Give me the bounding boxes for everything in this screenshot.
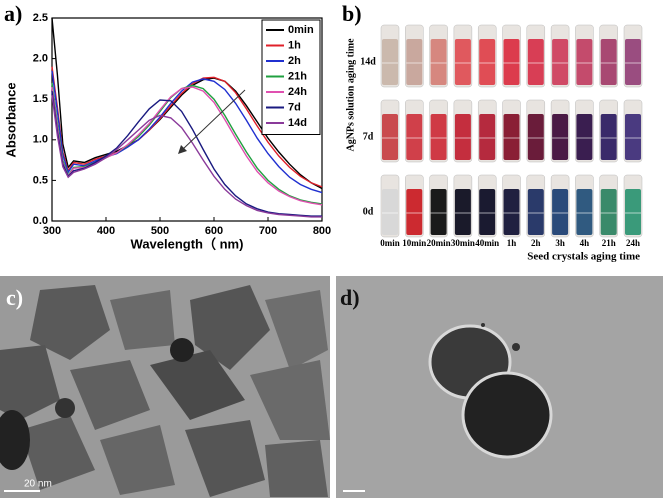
plot: 300 400 500 600 700 800 0.0 0.5 1.0 1.5 2.0 2.5 0min… [33,12,331,237]
vial-grid: 14d 7d 0d 0min 10min 20min 30min 40min 1h 2h 3h 4h 2… [360,24,643,248]
arrow-head [178,145,187,154]
column-label: 2h [531,238,541,248]
vial-solution [382,114,398,160]
y-tick-label: 0.5 [33,174,48,186]
column-label: 3h [555,238,565,248]
x-axis-title: Wavelength（ nm) [131,236,244,251]
column-label: 4h [580,238,590,248]
plot-frame [51,17,323,222]
x-axis-title: Seed crystals aging time [527,251,640,263]
panel-label: d) [340,285,360,310]
vial-solution [454,189,471,235]
row-label: 14d [360,56,376,67]
row-label: 0d [363,206,374,217]
x-tick-label: 600 [205,225,223,237]
column-label: 0min [380,238,400,248]
row-label: 7d [363,131,374,142]
scale-bar-label: 20 nm [24,479,52,490]
y-tick-label: 1.5 [33,93,48,105]
tem-image-d [336,276,663,498]
tem-image-c [0,276,330,498]
vial-solution [527,39,544,85]
vial-solution [576,189,593,235]
vial-solution [503,114,520,160]
x-tick-label: 700 [259,225,277,237]
vial-solution [382,189,398,235]
legend-label: 21h [288,70,307,82]
vial-solution [625,114,641,160]
vial-solution [406,114,423,160]
x-tick-label: 500 [151,225,169,237]
vial-solution [552,39,569,85]
column-label: 1h [507,238,517,248]
y-tick-label: 2.0 [33,53,48,65]
column-label: 30min [451,238,475,248]
vial-solution [576,39,593,85]
vial-solution [454,114,471,160]
column-label: 24h [626,238,640,248]
column-label: 40min [475,238,499,248]
spectrum-line [51,91,322,217]
vial-solution [625,189,641,235]
vial-solution [430,114,447,160]
vial-solution [576,114,593,160]
y-tick-label: 1.0 [33,134,48,146]
y-axis-title: AgNPs solution aging time [345,38,356,152]
vial-solution [479,39,496,85]
column-label: 21h [602,238,616,248]
vial-solution [382,39,398,85]
vial-solution [406,189,423,235]
vial-solution [527,189,544,235]
vial-solution [625,39,641,85]
vial-solution [430,39,447,85]
legend-label: 1h [288,39,301,51]
spectrum-line [51,95,322,218]
vial-solution [552,114,569,160]
panel-label: c) [6,285,23,310]
column-label: 10min [402,238,426,248]
vial-solution [503,39,520,85]
y-axis-title: Absorbance [3,82,18,157]
vial-solution [454,39,471,85]
legend-label: 2h [288,55,301,67]
x-tick-label: 400 [97,225,115,237]
x-tick-label: 800 [313,225,331,237]
spectrum-line [51,70,323,194]
panel-label: a) [4,1,22,26]
spectrum-line [51,17,323,190]
panel-label: b) [342,1,362,26]
vial-solution [430,189,447,235]
y-tick-label: 0.0 [33,215,48,227]
vial-solution [479,114,496,160]
y-tick-label: 2.5 [33,12,48,24]
vial-solution [503,189,520,235]
legend-label: 14d [288,117,307,129]
legend-label: 7d [288,101,301,113]
legend-label: 0min [288,24,314,36]
vial-solution [527,114,544,160]
spectrum-line [51,66,323,188]
x-tick-label: 300 [43,225,61,237]
vial-solution [479,189,496,235]
vial-solution [600,114,617,160]
spectrum-line [51,86,323,206]
arrow [181,89,246,151]
legend-label: 24h [288,86,307,98]
vial-solution [600,189,617,235]
column-label: 20min [427,238,451,248]
vial-solution [406,39,423,85]
vial-solution [600,39,617,85]
vial-solution [552,189,569,235]
